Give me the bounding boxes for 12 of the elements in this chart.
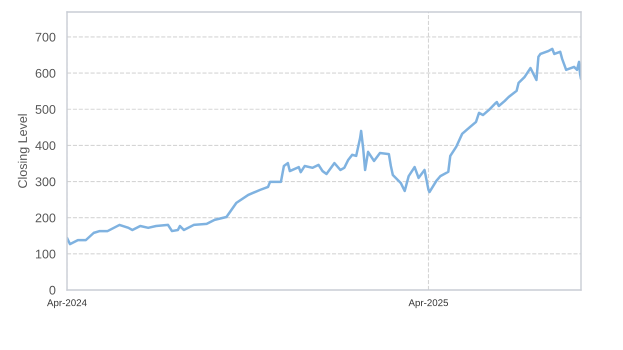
y-tick-label: 500 (36, 105, 56, 114)
line-series (67, 48, 581, 246)
x-tick-label: Apr-2024 (47, 299, 87, 308)
y-tick-label: 0 (49, 286, 56, 295)
y-tick-label: 700 (36, 32, 56, 42)
y-tick-label: 300 (36, 177, 56, 186)
y-axis-title: Closing Level (18, 114, 30, 188)
y-tick-label: 600 (36, 68, 56, 78)
y-tick-label: 100 (36, 250, 56, 258)
x-tick-label: Apr-2025 (408, 299, 448, 308)
y-tick-label: 400 (35, 141, 56, 150)
y-tick-label: 200 (36, 214, 56, 222)
